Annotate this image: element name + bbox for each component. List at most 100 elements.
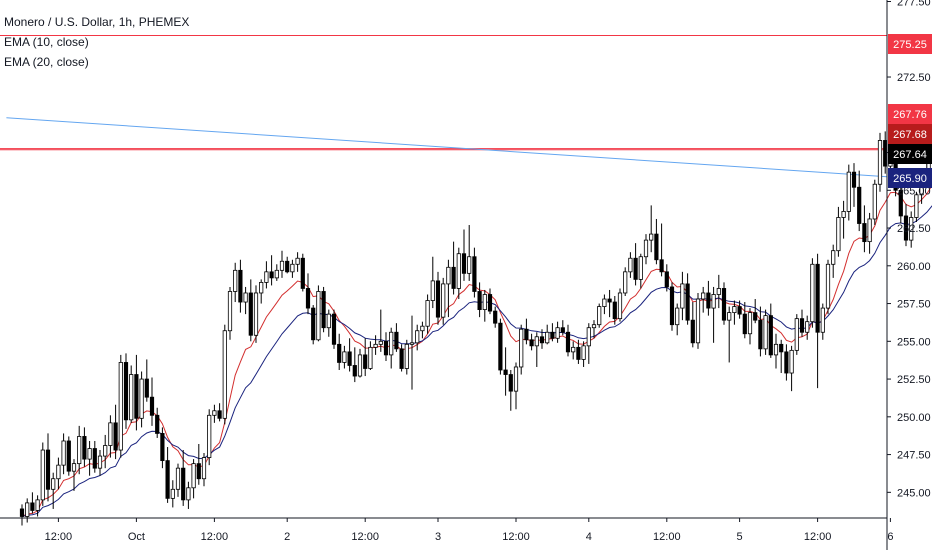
price-tag[interactable]: 267.68	[888, 124, 932, 144]
candle[interactable]	[108, 415, 113, 458]
candle[interactable]	[487, 288, 493, 315]
candle[interactable]	[82, 427, 87, 467]
candle[interactable]	[706, 280, 711, 316]
candle[interactable]	[383, 332, 389, 361]
candle[interactable]	[857, 170, 862, 232]
candle[interactable]	[227, 286, 233, 340]
candle[interactable]	[378, 309, 383, 352]
candle[interactable]	[56, 457, 61, 490]
candle[interactable]	[326, 309, 331, 337]
candle[interactable]	[555, 321, 560, 343]
candle[interactable]	[113, 404, 118, 460]
candle[interactable]	[623, 267, 628, 296]
candle[interactable]	[836, 206, 841, 257]
candle[interactable]	[441, 277, 446, 325]
candle[interactable]	[753, 299, 758, 324]
candle[interactable]	[659, 223, 664, 277]
candle[interactable]	[456, 247, 461, 300]
candle[interactable]	[155, 407, 160, 438]
candle[interactable]	[40, 442, 45, 506]
symbol-title[interactable]: Monero / U.S. Dollar, 1h, PHEMEX	[4, 15, 190, 29]
candle[interactable]	[129, 365, 134, 423]
candle[interactable]	[571, 341, 576, 360]
candle[interactable]	[217, 403, 222, 422]
candle[interactable]	[51, 472, 56, 509]
candle[interactable]	[181, 450, 186, 506]
candle[interactable]	[508, 370, 513, 411]
candle[interactable]	[716, 274, 721, 309]
candle[interactable]	[591, 320, 597, 339]
candle[interactable]	[331, 309, 337, 349]
candle[interactable]	[903, 203, 909, 247]
candle[interactable]	[560, 320, 565, 336]
candle[interactable]	[363, 338, 368, 377]
candle[interactable]	[279, 250, 285, 278]
price-tag[interactable]: 267.76	[888, 104, 932, 124]
candle[interactable]	[139, 371, 144, 428]
candle[interactable]	[409, 315, 415, 390]
candle[interactable]	[186, 481, 191, 509]
candle[interactable]	[25, 498, 30, 523]
candle[interactable]	[914, 191, 919, 222]
candle[interactable]	[524, 318, 529, 345]
candle[interactable]	[565, 324, 571, 357]
candle[interactable]	[35, 495, 40, 517]
ema10-line[interactable]	[21, 147, 932, 517]
candle[interactable]	[368, 341, 373, 370]
candle[interactable]	[305, 273, 311, 315]
candle[interactable]	[389, 327, 394, 369]
candle[interactable]	[165, 447, 170, 503]
candle[interactable]	[357, 348, 363, 378]
candle[interactable]	[617, 288, 623, 322]
candle[interactable]	[758, 306, 763, 357]
candle[interactable]	[77, 425, 82, 475]
candle[interactable]	[727, 306, 732, 363]
candle[interactable]	[851, 163, 857, 207]
ema20-legend[interactable]: EMA (20, close)	[4, 55, 89, 69]
candle[interactable]	[295, 252, 300, 272]
candle[interactable]	[191, 459, 196, 499]
candle[interactable]	[799, 309, 805, 337]
candle[interactable]	[779, 339, 784, 374]
candle[interactable]	[690, 302, 695, 348]
candle[interactable]	[160, 427, 165, 469]
candle[interactable]	[545, 324, 550, 345]
candle[interactable]	[529, 333, 534, 351]
candle[interactable]	[820, 303, 825, 340]
candle[interactable]	[654, 218, 659, 265]
candle[interactable]	[300, 253, 305, 292]
candle[interactable]	[337, 333, 342, 370]
candle[interactable]	[513, 362, 519, 410]
candle[interactable]	[675, 303, 680, 336]
candle[interactable]	[201, 453, 207, 487]
candle[interactable]	[233, 262, 238, 303]
candle[interactable]	[742, 302, 747, 339]
candle[interactable]	[503, 347, 508, 396]
candle[interactable]	[472, 247, 477, 298]
candle[interactable]	[123, 353, 129, 429]
candle[interactable]	[66, 436, 71, 476]
candle[interactable]	[794, 314, 799, 355]
candle[interactable]	[415, 324, 420, 351]
candle[interactable]	[576, 339, 581, 364]
candle[interactable]	[763, 309, 768, 355]
candle[interactable]	[149, 377, 155, 426]
candle[interactable]	[274, 264, 279, 281]
candle[interactable]	[805, 315, 810, 340]
candle[interactable]	[669, 282, 675, 331]
candle[interactable]	[768, 303, 773, 358]
candle[interactable]	[373, 335, 378, 355]
candle[interactable]	[19, 504, 25, 526]
candle[interactable]	[721, 282, 727, 325]
candle[interactable]	[311, 305, 316, 345]
candle[interactable]	[134, 354, 139, 431]
candle[interactable]	[92, 440, 97, 473]
candle[interactable]	[196, 444, 201, 485]
candle[interactable]	[87, 440, 92, 476]
candle[interactable]	[207, 409, 212, 466]
candle[interactable]	[222, 324, 227, 425]
candle[interactable]	[519, 324, 524, 375]
candle[interactable]	[747, 308, 753, 345]
candle[interactable]	[243, 286, 248, 315]
